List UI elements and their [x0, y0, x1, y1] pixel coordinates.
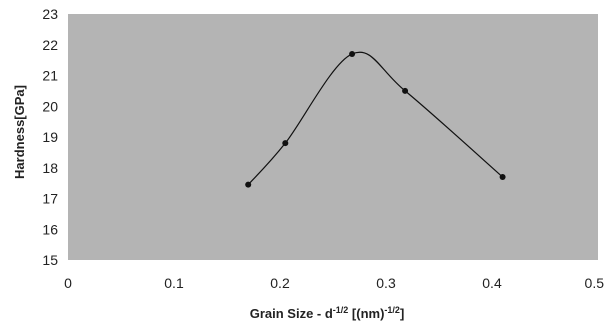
y-tick-label: 20 — [42, 98, 58, 114]
x-tick-label: 0.5 — [585, 275, 605, 291]
x-axis-title-exponent-1: -1/2 — [333, 305, 349, 315]
x-axis-title: Grain Size - d-1/2 [(nm)-1/2] — [250, 305, 405, 321]
data-point — [349, 50, 356, 57]
x-tick-label: 0 — [64, 275, 72, 291]
data-point — [245, 181, 252, 188]
y-tick-labels: 15 16 17 18 19 20 21 22 23 — [42, 6, 58, 268]
x-tick-label: 0.3 — [376, 275, 396, 291]
plot-area — [68, 14, 598, 260]
x-tick-label: 0.1 — [164, 275, 184, 291]
y-tick-label: 16 — [42, 221, 58, 237]
x-axis-title-prefix: Grain Size - d — [250, 306, 333, 321]
x-tick-label: 0.4 — [482, 275, 502, 291]
data-point — [282, 140, 289, 147]
y-tick-label: 23 — [42, 6, 58, 22]
x-axis-title-exponent-2: -1/2 — [384, 305, 400, 315]
y-tick-label: 15 — [42, 252, 58, 268]
y-tick-label: 22 — [42, 37, 58, 53]
x-tick-labels: 0 0.1 0.2 0.3 0.4 0.5 — [64, 275, 604, 291]
x-tick-label: 0.2 — [270, 275, 290, 291]
y-tick-label: 18 — [42, 160, 58, 176]
y-tick-label: 21 — [42, 68, 58, 84]
x-axis-title-middle: [(nm) — [348, 306, 384, 321]
data-point — [402, 87, 409, 94]
y-tick-label: 19 — [42, 129, 58, 145]
data-point — [499, 173, 506, 180]
x-axis-title-suffix: ] — [400, 306, 404, 321]
y-axis-title: Hardness[GPa] — [12, 85, 27, 179]
data-points — [245, 50, 506, 188]
y-tick-label: 17 — [42, 191, 58, 207]
